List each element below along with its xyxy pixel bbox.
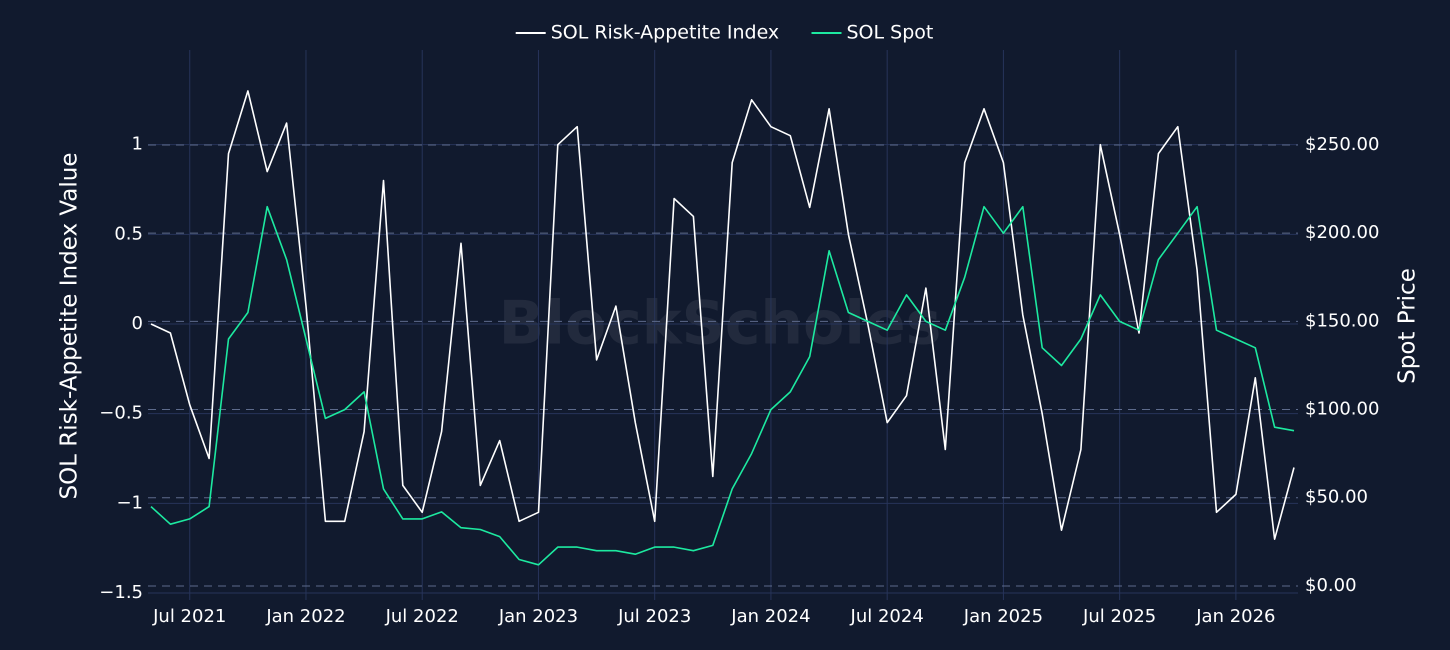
y-tick-label: −1 [116,492,143,513]
x-tick-label: Jul 2022 [385,606,459,627]
y-tick-label: 0 [132,313,143,334]
series-line [150,205,1295,566]
y2-tick-label: $200.00 [1305,222,1379,243]
x-tick-label: Jan 2022 [265,606,345,627]
y2-tick-label: $0.00 [1305,575,1357,596]
y-tick-label: −0.5 [99,403,143,424]
series-line [150,90,1295,540]
x-tick-label: Jul 2023 [617,606,691,627]
x-tick-label: Jul 2024 [850,606,924,627]
y2-tick-label: $250.00 [1305,134,1379,155]
x-tick-label: Jul 2025 [1082,606,1156,627]
x-tick-label: Jan 2026 [1195,606,1275,627]
x-tick-label: Jul 2021 [152,606,226,627]
y2-tick-label: $150.00 [1305,310,1379,331]
legend-label: SOL Risk-Appetite Index [551,22,779,44]
y-tick-label: −1.5 [99,582,143,603]
legend-label: SOL Spot [847,22,934,44]
y-tick-label: 0.5 [114,223,143,244]
y2-tick-label: $50.00 [1305,487,1368,508]
x-tick-label: Jan 2024 [730,606,810,627]
y-axis-title: SOL Risk-Appetite Index Value [57,152,83,499]
y2-tick-label: $100.00 [1305,399,1379,420]
x-tick-label: Jan 2025 [963,606,1043,627]
y2-axis-title: Spot Price [1395,268,1421,384]
y-tick-label: 1 [132,134,143,155]
x-tick-label: Jan 2023 [498,606,578,627]
